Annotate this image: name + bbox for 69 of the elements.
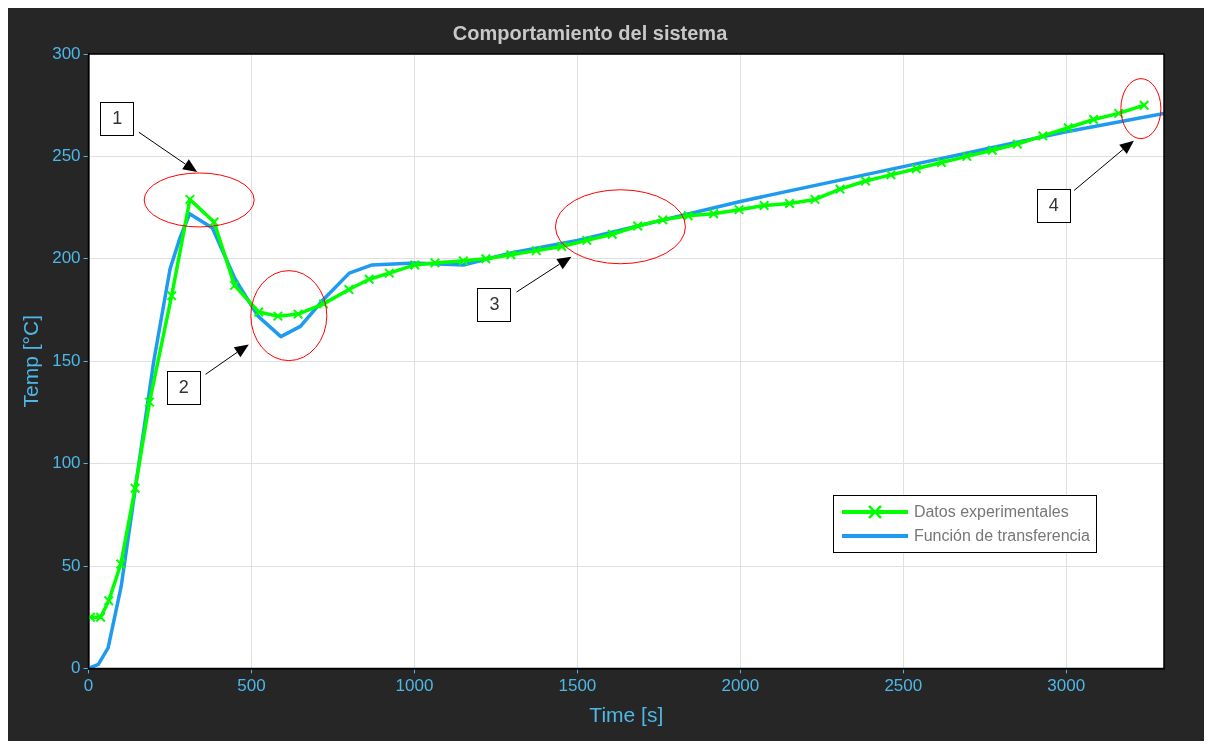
y-tick-label: 300 bbox=[52, 43, 81, 63]
point bbox=[581, 235, 593, 246]
point bbox=[1037, 130, 1049, 142]
point bbox=[103, 595, 115, 607]
point bbox=[115, 558, 127, 570]
x-tick-label: 3000 bbox=[1047, 676, 1086, 696]
point bbox=[987, 145, 998, 156]
point bbox=[885, 169, 897, 181]
point bbox=[458, 255, 469, 267]
point bbox=[758, 200, 770, 211]
x-tick-label: 500 bbox=[237, 676, 266, 696]
point bbox=[632, 220, 643, 232]
point bbox=[556, 241, 567, 252]
y-tick-label: 250 bbox=[52, 146, 81, 166]
point bbox=[229, 280, 240, 291]
point bbox=[505, 249, 517, 260]
y-tick-label: 100 bbox=[52, 453, 81, 473]
x-axis-title: Time [s] bbox=[589, 703, 664, 727]
x-tick-label: 2500 bbox=[884, 676, 923, 696]
legend-label: Función de transferencia bbox=[913, 527, 1090, 546]
chart-title: Comportamiento del sistema bbox=[452, 21, 729, 44]
annotation: 3 bbox=[477, 287, 512, 322]
y-tick-label: 150 bbox=[52, 350, 81, 370]
point bbox=[708, 208, 719, 219]
point bbox=[429, 257, 441, 269]
point bbox=[784, 198, 795, 209]
point bbox=[682, 210, 694, 222]
point bbox=[480, 253, 492, 265]
point bbox=[292, 308, 304, 320]
point bbox=[733, 204, 745, 215]
point bbox=[809, 194, 821, 205]
point bbox=[144, 396, 155, 408]
point bbox=[1113, 108, 1124, 119]
legend-label: Datos experimentales bbox=[913, 503, 1069, 522]
y-axis-title: Temp [°C] bbox=[19, 314, 43, 408]
x-tick-label: 1500 bbox=[558, 676, 597, 696]
point bbox=[384, 267, 395, 279]
point bbox=[1138, 99, 1150, 111]
annotation: 2 bbox=[166, 370, 201, 405]
point bbox=[95, 611, 106, 623]
y-tick-label: 0 bbox=[71, 658, 81, 678]
point bbox=[1088, 114, 1099, 125]
point bbox=[531, 245, 542, 256]
point bbox=[860, 175, 871, 187]
point bbox=[607, 228, 618, 240]
point bbox=[657, 214, 669, 226]
point bbox=[1012, 138, 1023, 150]
y-tick-label: 50 bbox=[61, 555, 81, 575]
y-tick-label: 200 bbox=[52, 248, 81, 268]
point bbox=[129, 482, 141, 494]
annotation: 1 bbox=[100, 101, 135, 136]
point bbox=[272, 310, 284, 322]
point bbox=[253, 306, 264, 318]
x-tick-label: 0 bbox=[83, 676, 94, 696]
point bbox=[363, 274, 375, 285]
point bbox=[184, 194, 196, 205]
point bbox=[834, 183, 846, 195]
x-tick-label: 1000 bbox=[395, 676, 434, 696]
point bbox=[208, 216, 220, 228]
annotation: 4 bbox=[1036, 188, 1071, 223]
point bbox=[166, 290, 177, 301]
point bbox=[961, 151, 973, 162]
point bbox=[936, 157, 947, 168]
x-tick-label: 2000 bbox=[721, 676, 760, 696]
point bbox=[318, 298, 329, 310]
point bbox=[1062, 122, 1074, 133]
point bbox=[343, 284, 355, 295]
point bbox=[911, 163, 922, 174]
point bbox=[409, 259, 421, 271]
